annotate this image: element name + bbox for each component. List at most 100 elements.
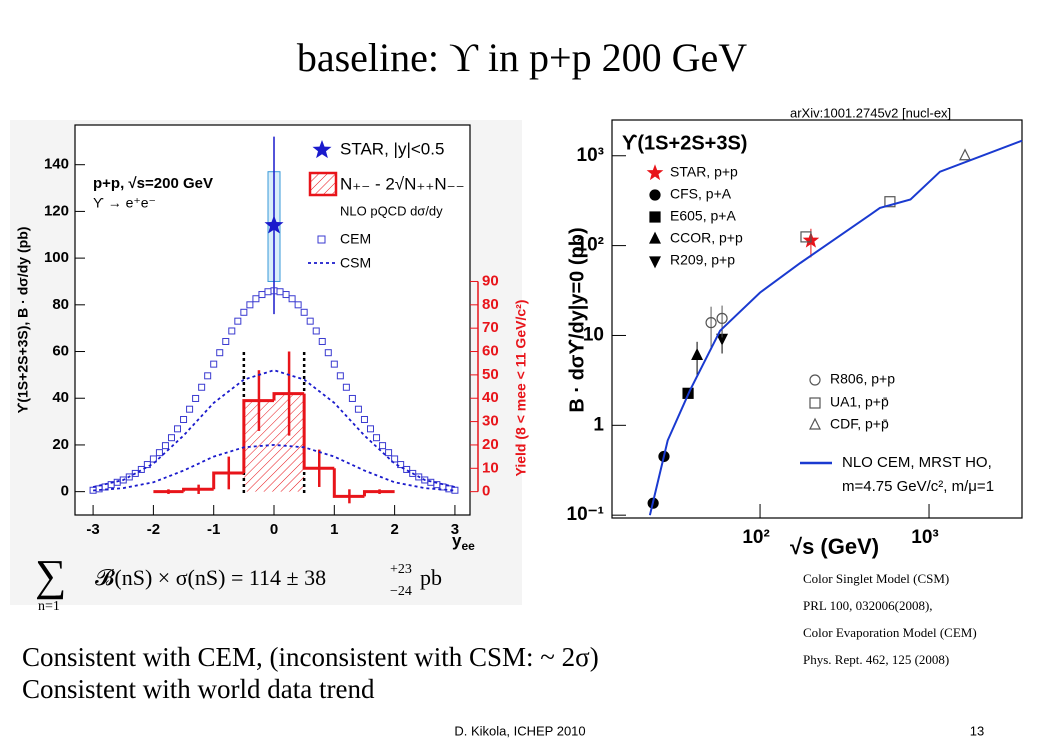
cem-point <box>155 449 163 457</box>
y-tick-label: 0 <box>61 483 69 500</box>
histogram-bin <box>332 468 365 498</box>
y-tick-label: 100 <box>44 249 69 266</box>
reference: Color Evaporation Model (CEM) <box>803 625 977 640</box>
reference: Phys. Rept. 462, 125 (2008) <box>803 652 949 667</box>
histogram-bin <box>302 393 335 470</box>
y2-tick-label: 70 <box>482 319 499 336</box>
cem-point <box>348 394 356 402</box>
cem-point <box>312 327 320 335</box>
formula-sub: −24 <box>390 584 412 599</box>
cem-point <box>186 405 194 413</box>
histogram-bin <box>242 399 275 473</box>
legend-label: STAR, p+p <box>670 164 738 180</box>
cem-point <box>324 349 332 357</box>
formula-unit: pb <box>420 565 442 590</box>
histogram-bin <box>272 392 305 401</box>
legend-swatch <box>809 417 821 430</box>
legend-label: CFS, p+A <box>670 186 732 202</box>
legend-swatch <box>809 374 821 386</box>
cem-point <box>282 291 290 299</box>
cem-point <box>342 383 350 391</box>
legend-label: E605, p+A <box>670 208 736 224</box>
cem-point <box>125 473 133 481</box>
cem-point <box>174 425 182 433</box>
legend-label: STAR, |y|<0.5 <box>340 139 444 158</box>
cem-point <box>240 308 248 316</box>
legend-swatch <box>649 231 661 244</box>
x-tick-label: 10³ <box>911 527 938 548</box>
cem-point <box>180 415 188 423</box>
cem-point <box>192 394 200 402</box>
y-axis-label: ϒ(1S+2S+3S), B · dσ/dy (pb) <box>15 227 31 414</box>
legend-label: CEM <box>340 231 371 247</box>
legend-swatch <box>649 256 661 269</box>
bullet: Consistent with CEM, (inconsistent with … <box>22 642 599 672</box>
x-tick-label: 2 <box>390 521 398 538</box>
data-point <box>959 148 971 161</box>
footer: D. Kikola, ICHEP 2010 <box>454 723 585 738</box>
x-axis-label-sub: ee <box>461 539 475 553</box>
cem-point <box>318 337 326 345</box>
y-axis-label: B · dσϒ/dy|y=0 (pb) <box>566 227 588 412</box>
formula: ∑ n=1 𝓑(nS) × σ(nS) = 114 ± 38 +23 −24 p… <box>35 551 442 614</box>
formula-body: 𝓑(nS) × σ(nS) = 114 ± 38 <box>95 565 326 590</box>
cem-point <box>252 295 260 303</box>
cem-point <box>360 415 368 423</box>
data-point <box>705 317 717 329</box>
formula-sum: ∑ <box>35 551 66 600</box>
legend-label: CSM <box>340 255 371 271</box>
cem-point <box>366 425 374 433</box>
legend-label: CCOR, p+p <box>670 230 743 246</box>
y2-tick-label: 40 <box>482 389 499 406</box>
y-tick-label: 40 <box>52 389 69 406</box>
x-tick-label: 10² <box>742 527 769 548</box>
cem-point <box>379 442 387 450</box>
histogram-bin <box>362 490 395 497</box>
y-tick-label: 10² <box>577 235 604 256</box>
legend-label: N₊₋ - 2√N₊₊N₋₋ <box>340 174 465 193</box>
cem-point <box>246 301 254 309</box>
cem-point <box>149 455 157 463</box>
x-tick-label: 0 <box>270 521 278 538</box>
legend-swatch <box>312 140 332 159</box>
cem-point <box>222 337 230 345</box>
chart-title: ϒ(1S+2S+3S) <box>622 132 747 154</box>
y2-tick-label: 50 <box>482 366 499 383</box>
legend-note: m=4.75 GeV/c², m/μ=1 <box>842 478 994 495</box>
cem-point <box>288 295 296 303</box>
page-number: 13 <box>970 723 984 738</box>
cem-point <box>294 301 302 309</box>
cem-point <box>354 405 362 413</box>
arxiv-label: arXiv:1001.2745v2 [nucl-ex] <box>790 105 951 120</box>
cem-point <box>204 372 212 380</box>
legend-swatch <box>646 164 664 181</box>
y-tick-label: 10 <box>583 324 604 345</box>
reference: PRL 100, 032006(2008), <box>803 598 933 613</box>
x-tick-label: -3 <box>86 521 99 538</box>
legend-swatch <box>809 397 821 409</box>
y-tick-label: 10⁻¹ <box>567 504 605 525</box>
y2-axis-label: Yield (8 < mee < 11 GeV/c²) <box>513 300 529 477</box>
cem-point <box>373 434 381 442</box>
legend-label: R806, p+p <box>830 371 895 387</box>
legend-subtitle: NLO pQCD dσ/dy <box>340 203 443 218</box>
histogram-bin <box>212 471 244 490</box>
y2-tick-label: 60 <box>482 342 499 359</box>
y-tick-label: 1 <box>593 414 604 435</box>
x-tick-label: 3 <box>451 521 459 538</box>
legend-swatch <box>649 211 661 223</box>
legend-swatch <box>649 189 661 201</box>
cem-point <box>300 308 308 316</box>
y-tick-label: 20 <box>52 436 69 453</box>
cem-point <box>336 372 344 380</box>
legend-swatch <box>317 235 326 244</box>
formula-index: n=1 <box>38 599 60 614</box>
y-tick-label: 10³ <box>577 145 604 166</box>
y2-tick-label: 20 <box>482 436 499 453</box>
y-tick-label: 140 <box>44 156 69 173</box>
bullet: Consistent with world data trend <box>22 674 375 704</box>
annotation: p+p, √s=200 GeV <box>93 175 213 192</box>
legend-label: CDF, p+p̄ <box>830 416 889 432</box>
x-axis-label: √s (GeV) <box>790 534 879 559</box>
